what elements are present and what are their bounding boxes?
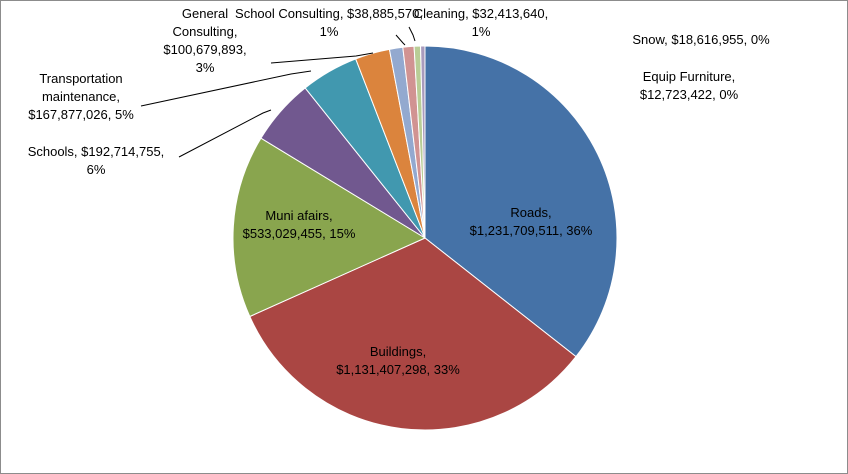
leader-line-general-consulting xyxy=(270,52,374,64)
pie-slices xyxy=(232,45,618,431)
data-label-transportation-maintenance: Transportation maintenance, $167,877,026, … xyxy=(28,71,134,122)
data-label-cleaning: Cleaning, $32,413,640, 1% xyxy=(414,6,548,39)
data-label-buildings: Buildings, $1,131,407,298, 33% xyxy=(336,344,460,377)
data-label-general-consulting: General Consulting, $100,679,893, 3% xyxy=(163,6,246,75)
data-label-equip-furniture: Equip Furniture, $12,723,422, 0% xyxy=(640,69,739,102)
data-label-snow: Snow, $18,616,955, 0% xyxy=(632,32,770,47)
leader-line-school-consulting xyxy=(395,34,406,46)
leader-lines xyxy=(140,26,416,158)
slice-buildings xyxy=(249,237,577,431)
slice-muni-afairs xyxy=(232,137,427,318)
data-label-schools: Schools, $192,714,755, 6% xyxy=(28,144,165,177)
data-label-muni-afairs: Muni afairs, $533,029,455, 15% xyxy=(243,208,356,241)
slice-roads xyxy=(424,45,618,358)
leader-line-cleaning xyxy=(408,26,416,42)
leader-line-schools xyxy=(178,109,272,158)
leader-line-transportation-maintenance xyxy=(140,70,312,107)
data-labels: Roads, $1,231,709,511, 36% Buildings, $1,13… xyxy=(28,6,770,377)
slice-equip-furniture xyxy=(420,45,426,239)
data-label-school-consulting: School Consulting, $38,885,570, 1% xyxy=(235,6,423,39)
data-label-roads: Roads, $1,231,709,511, 36% xyxy=(470,205,593,238)
